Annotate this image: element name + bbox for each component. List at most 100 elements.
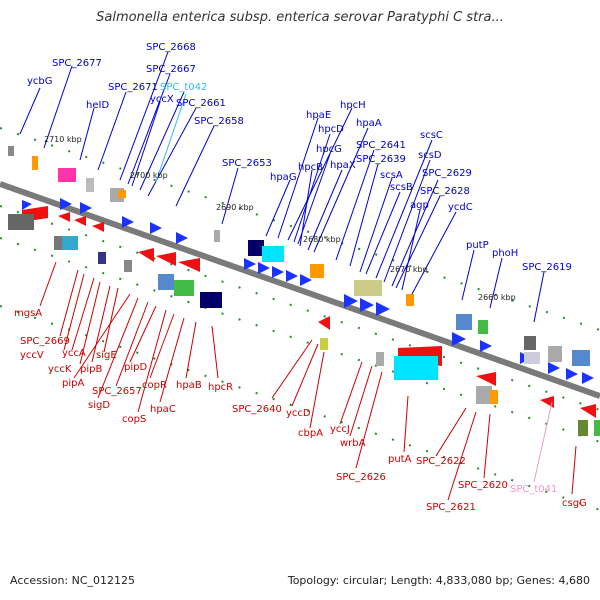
gene-label: pipA xyxy=(62,378,84,389)
gene-arrow xyxy=(92,222,104,232)
kbp-marker: 2700 kbp xyxy=(130,171,168,180)
gene-label: SPC_2629 xyxy=(422,168,472,179)
gene-arrow xyxy=(582,372,594,384)
forward-features[interactable] xyxy=(22,198,594,384)
gene-label: SPC_2668 xyxy=(146,42,196,53)
gene-arrow xyxy=(480,340,492,352)
gene-label: SPC_2653 xyxy=(222,158,272,169)
gene-label: sigD xyxy=(88,400,110,411)
gene-label: yccV xyxy=(20,350,44,361)
gene-label: heID xyxy=(86,100,109,111)
gene-arrow xyxy=(566,368,578,380)
gene-label: hpcR xyxy=(208,382,233,393)
reverse-leaders xyxy=(39,261,577,501)
forward-gene-labels: ycbG SPC_2677 heID SPC_2671 SPC_2668 SPC… xyxy=(27,42,572,273)
kbp-marker: 2670 kbp xyxy=(390,265,428,274)
gene-label: SPC_2620 xyxy=(458,480,508,491)
accession-text: Accession: NC_012125 xyxy=(10,574,136,587)
gene-arrow xyxy=(176,232,188,244)
gene-label: hpcB xyxy=(298,162,323,173)
gene-arrow xyxy=(58,212,70,222)
gene-label: SPC_2628 xyxy=(420,186,470,197)
kbp-marker: 2690 kbp xyxy=(216,203,254,212)
topology-text: Topology: circular; Length: 4,833,080 bp… xyxy=(287,574,590,587)
gene-label: mgsA xyxy=(14,308,42,319)
gene-arrow xyxy=(540,396,554,408)
gene-label: cbpA xyxy=(298,428,323,439)
gene-arrow xyxy=(60,198,72,210)
gene-label: pipB xyxy=(80,364,102,375)
trna-leader-bottom xyxy=(533,401,553,483)
gene-label: hpaX xyxy=(330,160,356,171)
gene-label: yccA xyxy=(62,348,86,359)
gene-label: phoH xyxy=(492,248,518,259)
gene-arrow xyxy=(74,216,86,226)
gene-label: hpaG xyxy=(270,172,297,183)
gene-arrow xyxy=(150,222,162,234)
gene-label: hpcD xyxy=(318,124,344,135)
kbp-marker: 2710 kbp xyxy=(44,135,82,144)
gene-label: SPC_t042 xyxy=(160,82,207,93)
gene-label: SPC_2626 xyxy=(336,472,386,483)
kbp-markers: 2710 kbp 2700 kbp 2690 kbp 2680 kbp 2670… xyxy=(44,135,516,302)
gene-arrow xyxy=(178,258,200,272)
gene-arrow xyxy=(286,270,298,282)
gene-arrow xyxy=(80,202,92,214)
gene-label: putA xyxy=(388,454,412,465)
gene-label: hpcG xyxy=(316,144,342,155)
gene-arrow xyxy=(344,294,358,308)
gene-label: SPC_2639 xyxy=(356,154,406,165)
gene-label: scsC xyxy=(420,130,443,141)
gene-arrow xyxy=(318,316,330,330)
gene-arrow xyxy=(452,332,466,346)
gene-label: SPC_2622 xyxy=(416,456,466,467)
gene-label: csgG xyxy=(562,498,587,509)
gene-arrow xyxy=(476,372,496,386)
reverse-gene-labels: mgsA SPC_2669 yccV yccA yccK pipB sigE p… xyxy=(14,308,587,513)
trna-leader-top xyxy=(155,93,187,183)
gene-label: hpaB xyxy=(176,380,202,391)
gene-label: SPC_2658 xyxy=(194,116,244,127)
gene-arrow xyxy=(122,216,134,228)
gene-label: scsD xyxy=(418,150,442,161)
gene-label: SPC_2671 xyxy=(108,82,158,93)
gene-label: SPC_t041 xyxy=(510,484,557,495)
gene-label: SPC_2661 xyxy=(176,98,226,109)
gene-label: SPC_2621 xyxy=(426,502,476,513)
kbp-marker: 2680 kbp xyxy=(303,235,341,244)
gene-arrow xyxy=(138,248,154,262)
map-title: Salmonella enterica subsp. enterica sero… xyxy=(96,10,504,25)
gene-arrow xyxy=(360,298,374,312)
gene-arrow xyxy=(272,266,284,278)
gene-label: scsA xyxy=(380,170,403,181)
gene-label: scsB xyxy=(390,182,413,193)
gene-label: putP xyxy=(466,240,489,251)
gene-label: SPC_2640 xyxy=(232,404,282,415)
gene-arrow xyxy=(376,302,390,316)
gene-arrow xyxy=(548,362,560,374)
gene-label: ycdC xyxy=(448,202,473,213)
gene-label: yccX xyxy=(150,94,174,105)
gene-label: SPC_2669 xyxy=(20,336,70,347)
gene-label: SPC_2677 xyxy=(52,58,102,69)
gene-blocks xyxy=(8,146,600,436)
gene-arrow xyxy=(244,258,256,270)
gene-arrow xyxy=(580,404,596,418)
gene-label: agp xyxy=(410,200,429,211)
gene-arrow xyxy=(300,274,312,286)
gene-label: hpaE xyxy=(306,110,331,121)
gene-label: SPC_2667 xyxy=(146,64,196,75)
gene-label: wrbA xyxy=(340,438,366,449)
gene-label: sigE xyxy=(96,350,117,361)
backbone-line xyxy=(0,181,600,399)
gene-label: SPC_2641 xyxy=(356,140,406,151)
gene-label: hpaA xyxy=(356,118,382,129)
gene-label: pipD xyxy=(124,362,147,373)
kbp-marker: 2660 kbp xyxy=(478,293,516,302)
gene-label: copS xyxy=(122,414,146,425)
gene-label: yccK xyxy=(48,364,72,375)
forward-leaders xyxy=(19,51,545,323)
gene-arrow xyxy=(156,252,176,266)
gene-label: yccD xyxy=(286,408,311,419)
